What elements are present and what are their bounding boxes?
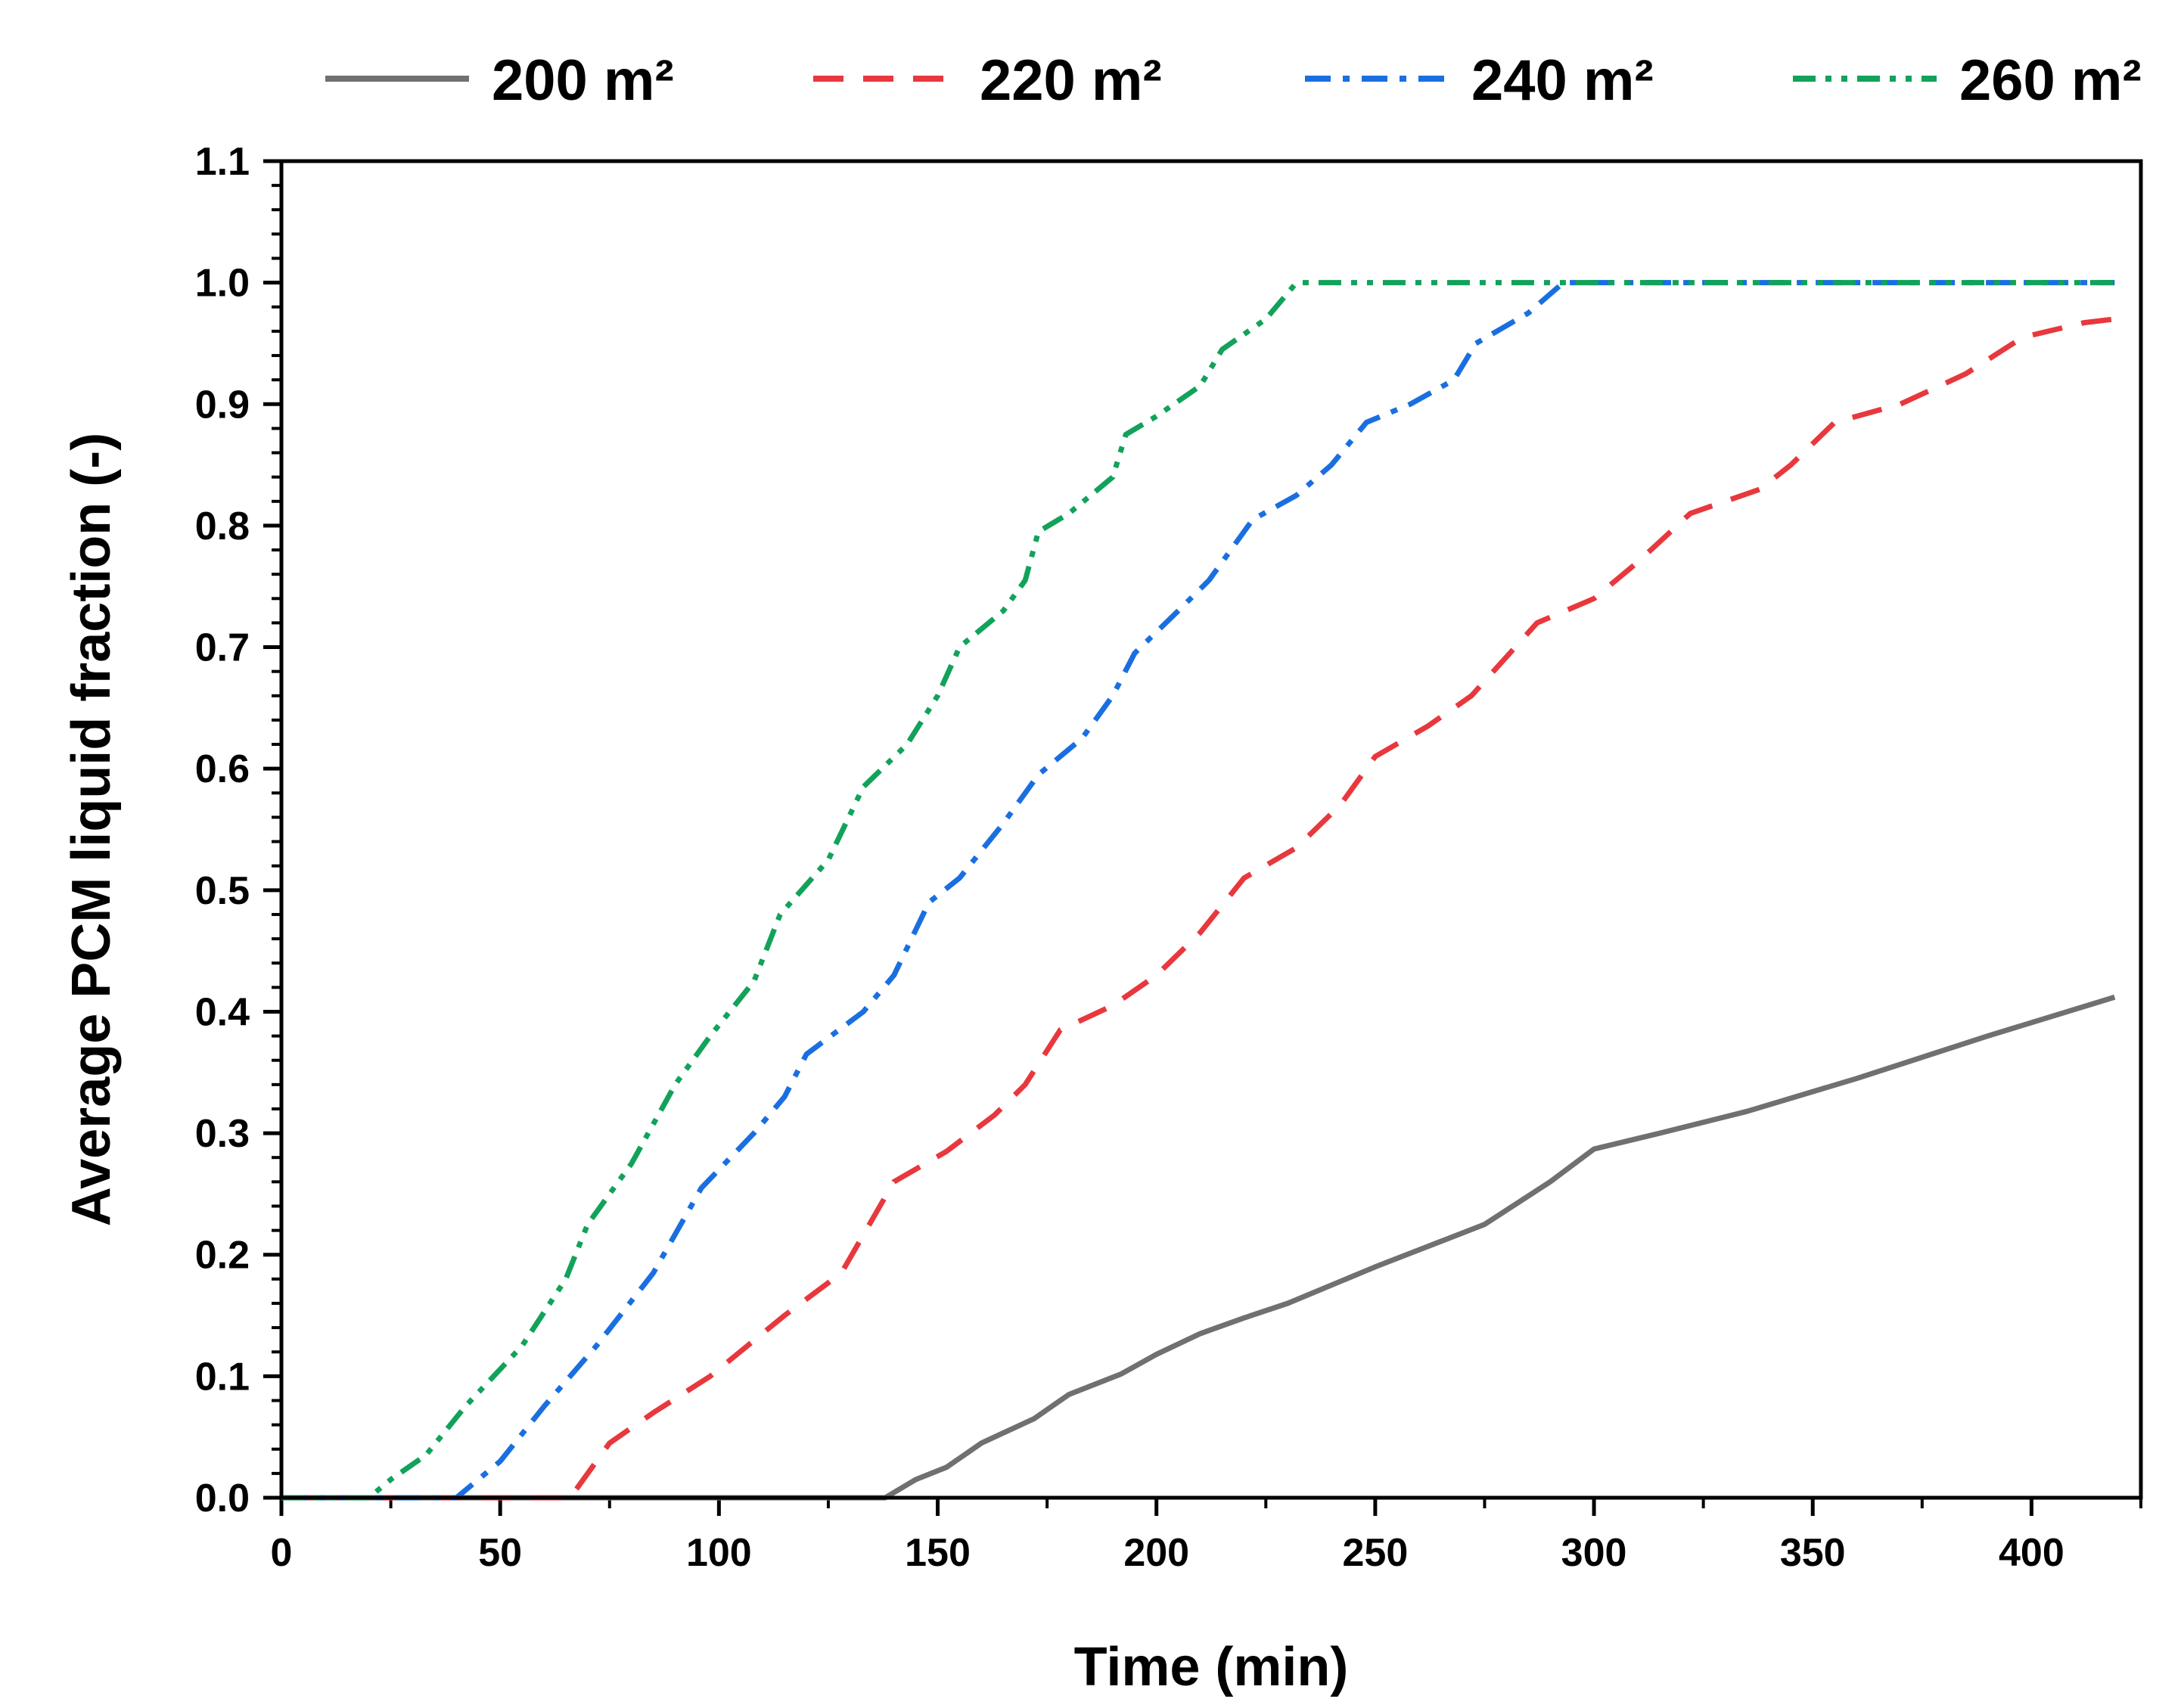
x-tick-label: 100 — [686, 1531, 752, 1575]
x-axis-title: Time (min) — [1074, 1637, 1349, 1697]
y-tick-label: 0.6 — [195, 747, 250, 791]
x-tick-label: 250 — [1342, 1531, 1408, 1575]
plot-frame — [279, 159, 2143, 1500]
series-line-3 — [281, 280, 2115, 1501]
legend: 200 m² 220 m² 240 m² 260 m² — [325, 48, 2142, 113]
x-tick-label: 400 — [1999, 1531, 2064, 1575]
y-axis-title: Average PCM liquid fraction (-) — [61, 433, 122, 1226]
series-line-1 — [281, 994, 2116, 1501]
x-tick-label: 200 — [1123, 1531, 1189, 1575]
y-tick-label: 0.3 — [195, 1112, 250, 1156]
series-line-2 — [281, 316, 2115, 1501]
y-tick-label: 0.8 — [195, 505, 250, 548]
y-tick-label: 0.1 — [195, 1355, 250, 1399]
legend-label-4: 260 m² — [1959, 48, 2142, 113]
series-layer — [281, 280, 2116, 1501]
y-tick-label: 1.0 — [195, 262, 250, 306]
y-tick-label: 0.2 — [195, 1234, 250, 1278]
x-tick-label: 350 — [1780, 1531, 1846, 1575]
x-tick-label: 300 — [1561, 1531, 1627, 1575]
series-line-4 — [281, 280, 2115, 1501]
y-tick-label: 0.0 — [195, 1477, 250, 1520]
legend-label-2: 220 m² — [980, 48, 1162, 113]
axis-ticks — [263, 159, 2142, 1516]
x-tick-label: 50 — [478, 1531, 522, 1575]
legend-label-1: 200 m² — [492, 48, 674, 113]
y-tick-label: 0.9 — [195, 383, 250, 427]
x-tick-label: 150 — [905, 1531, 971, 1575]
y-tick-label: 0.4 — [195, 990, 250, 1034]
x-tick-label: 0 — [271, 1531, 293, 1575]
axis-tick-labels: 0 50 100 150 200 250 300 350 400 0.0 0.1 0.2 0.3 0.4 0… — [195, 140, 2064, 1575]
y-tick-label: 0.7 — [195, 626, 250, 670]
y-tick-label: 1.1 — [195, 140, 250, 184]
legend-label-3: 240 m² — [1471, 48, 1654, 113]
y-tick-label: 0.5 — [195, 869, 250, 913]
